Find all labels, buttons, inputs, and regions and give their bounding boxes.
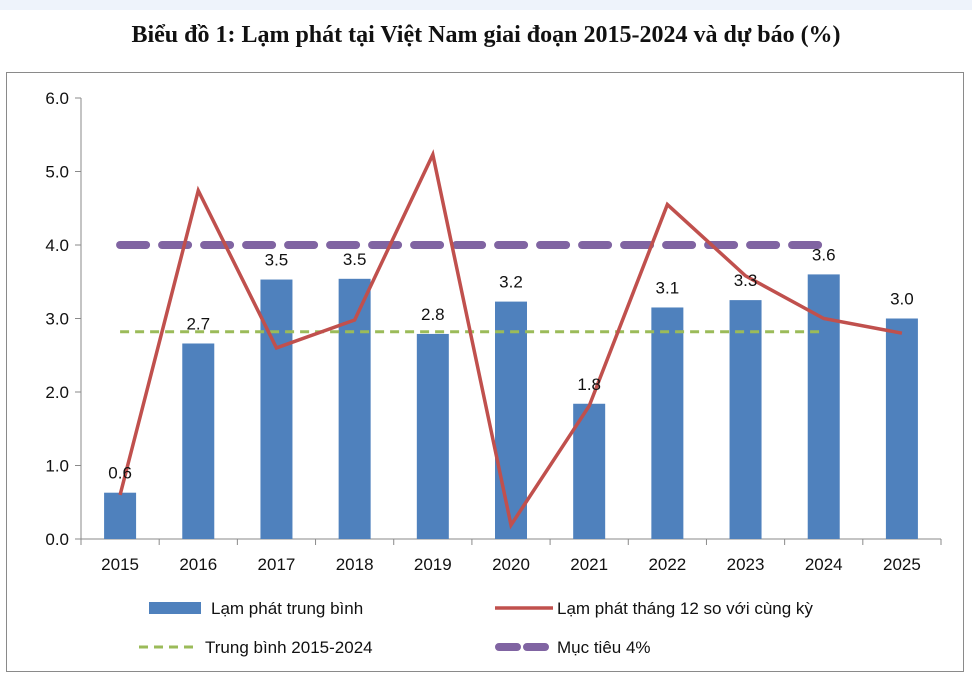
data-label: 0.6 — [108, 464, 132, 483]
y-tick-label: 6.0 — [45, 89, 69, 108]
data-label: 1.8 — [577, 375, 601, 394]
data-labels-group: 0.6 2.7 3.5 3.5 2.8 3.2 1.8 3.1 3.3 3.6 3.0 — [108, 245, 913, 482]
x-tick-label: 2016 — [179, 555, 217, 574]
top-band — [0, 0, 972, 10]
data-label: 2.8 — [421, 305, 445, 324]
data-label: 3.5 — [265, 251, 289, 270]
y-tick-label: 2.0 — [45, 383, 69, 402]
data-label: 2.7 — [186, 314, 210, 333]
legend-label: Lạm phát trung bình — [211, 599, 363, 618]
bar — [495, 301, 527, 539]
x-tick-label: 2023 — [727, 555, 765, 574]
legend-label: Mục tiêu 4% — [557, 638, 651, 657]
x-tick-label: 2020 — [492, 555, 530, 574]
data-label: 3.2 — [499, 273, 523, 292]
y-tick-label: 0.0 — [45, 530, 69, 549]
x-tick-label: 2017 — [258, 555, 296, 574]
y-tick-label: 1.0 — [45, 457, 69, 476]
bar — [729, 300, 762, 539]
x-tick-label: 2022 — [648, 555, 686, 574]
x-tick-label: 2018 — [336, 555, 374, 574]
reference-lines-group — [116, 241, 828, 334]
data-label: 3.5 — [343, 250, 367, 269]
data-label: 3.6 — [812, 245, 836, 264]
x-tick-label: 2024 — [805, 555, 843, 574]
axes-group: 0.0 1.0 2.0 3.0 4.0 5.0 6.0 2015 2016 2017 2018 201… — [45, 89, 942, 574]
x-tick-label: 2015 — [101, 555, 139, 574]
legend-swatch-bar — [149, 602, 201, 614]
legend-label: Lạm phát tháng 12 so với cùng kỳ — [557, 599, 813, 618]
chart-frame: 0.0 1.0 2.0 3.0 4.0 5.0 6.0 2015 2016 2017 2018 201… — [6, 72, 964, 672]
legend-label: Trung bình 2015-2024 — [205, 638, 373, 657]
x-tick-label: 2021 — [570, 555, 608, 574]
line-series-group — [118, 149, 903, 530]
y-tick-label: 3.0 — [45, 310, 69, 329]
bar — [573, 403, 606, 539]
bar — [182, 343, 215, 539]
chart-svg: 0.0 1.0 2.0 3.0 4.0 5.0 6.0 2015 2016 2017 2018 201… — [45, 89, 942, 657]
bar — [416, 333, 449, 539]
bar — [885, 318, 918, 539]
bar — [104, 492, 137, 539]
bar — [651, 307, 684, 539]
bar — [260, 279, 293, 539]
chart-title: Biểu đồ 1: Lạm phát tại Việt Nam giai đo… — [131, 22, 841, 48]
data-label: 3.3 — [734, 271, 758, 290]
data-label: 3.0 — [890, 290, 914, 309]
x-tick-label: 2019 — [414, 555, 452, 574]
legend: Lạm phát trung bình Lạm phát tháng 12 so … — [139, 599, 813, 657]
data-label: 3.1 — [656, 278, 680, 297]
bars-group — [104, 274, 918, 539]
x-tick-label: 2025 — [883, 555, 921, 574]
line-series — [118, 149, 903, 530]
y-tick-label: 5.0 — [45, 163, 69, 182]
y-tick-label: 4.0 — [45, 236, 69, 255]
